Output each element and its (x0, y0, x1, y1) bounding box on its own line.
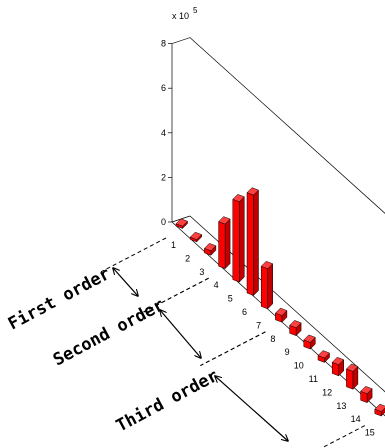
order-arrow (160, 310, 201, 358)
bar (189, 231, 203, 243)
order-arrow (113, 268, 138, 296)
bar (260, 260, 274, 310)
z-tick-label: 0 (161, 217, 166, 227)
bar (289, 320, 302, 337)
floor-edge (171, 221, 385, 417)
order-label: First order (5, 264, 114, 335)
x-tick-label: 12 (322, 387, 332, 397)
bar-top (331, 356, 345, 365)
bar-top (232, 194, 245, 203)
bar-top (203, 243, 217, 252)
bar-top (303, 334, 316, 343)
order-guide-line (143, 277, 209, 313)
bar (360, 385, 373, 404)
z-tick-label: 6 (161, 83, 166, 93)
bar-top (360, 385, 373, 395)
x-tick-label: 5 (228, 294, 233, 304)
bar-top (189, 231, 203, 240)
bar-front (260, 265, 268, 310)
order-guide-line (200, 331, 266, 367)
scale-exponent: 5 (193, 6, 198, 15)
bar-top (374, 403, 385, 412)
bar (317, 350, 330, 364)
bar (218, 216, 231, 270)
x-tick-label: 11 (309, 374, 318, 384)
bar-side (267, 263, 273, 310)
bar (175, 218, 188, 230)
bar-front (346, 368, 354, 390)
x-tick-label: 2 (185, 253, 190, 263)
x-tick-label: 13 (336, 401, 346, 411)
bar-side (253, 189, 259, 297)
x-tick-label: 4 (214, 280, 219, 290)
bar-front (232, 198, 240, 283)
bar-top (289, 320, 302, 329)
bar (331, 356, 345, 377)
bar (203, 243, 217, 256)
bar-top (345, 363, 359, 372)
bar-front (246, 192, 254, 296)
x-tick-label: 9 (285, 347, 290, 357)
bars (175, 187, 385, 417)
bar-side (239, 196, 245, 283)
x-tick-label: 1 (171, 240, 176, 250)
x-tick-label: 10 (294, 361, 304, 371)
bar-top (274, 307, 288, 316)
bar (374, 403, 385, 417)
bar (345, 363, 359, 390)
x-tick-label: 15 (365, 428, 375, 438)
bar-side (224, 218, 231, 270)
bar (274, 307, 288, 323)
bar-top (260, 260, 274, 270)
z-axis-ticks: 0 2 4 6 8 (161, 39, 172, 227)
bar-top (246, 187, 259, 196)
x-tick-label: 7 (256, 320, 261, 330)
x-tick-label: 14 (351, 414, 361, 424)
order-arrow (215, 376, 288, 441)
x-tick-label: 6 (242, 307, 247, 317)
z-tick-label: 2 (161, 172, 166, 182)
x-tick-label: 3 (199, 267, 204, 277)
bar-top (218, 216, 231, 225)
order-guide-line (100, 237, 167, 273)
order-guide-line (320, 425, 366, 448)
z-tick-label: 8 (161, 39, 166, 49)
order-label: Third order (113, 366, 222, 437)
bar (246, 187, 259, 297)
z-tick-label: 4 (161, 128, 166, 138)
bar-top (317, 350, 330, 359)
scale-label: x 10 (172, 11, 189, 21)
bar (232, 194, 245, 283)
bar-front (218, 221, 226, 270)
order-label: Second order (50, 295, 168, 370)
bar-top (175, 218, 188, 227)
x-tick-label: 8 (270, 334, 275, 344)
bar (303, 334, 316, 350)
back-wall-outline (171, 37, 385, 222)
